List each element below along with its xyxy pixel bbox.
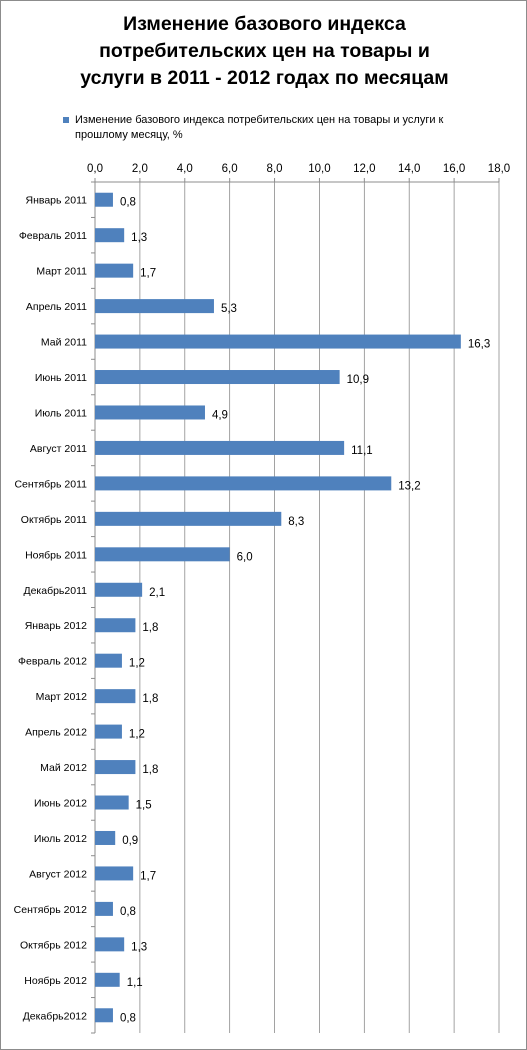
category-label: Июнь 2011 bbox=[35, 372, 87, 384]
bar bbox=[95, 724, 122, 739]
bar bbox=[95, 618, 136, 633]
data-label: 1,8 bbox=[142, 622, 158, 634]
category-label: Август 2012 bbox=[29, 868, 87, 880]
bar bbox=[95, 299, 214, 314]
chart-title-line: услуги в 2011 - 2012 годах по месяцам bbox=[80, 67, 449, 89]
data-label: 1,3 bbox=[131, 232, 147, 244]
category-label: Декабрь2011 bbox=[23, 585, 87, 597]
data-label: 4,9 bbox=[212, 409, 228, 421]
x-tick-label: 16,0 bbox=[443, 163, 465, 175]
chart-title: Изменение базового индекса потребительск… bbox=[11, 11, 518, 92]
data-label: 10,9 bbox=[347, 374, 369, 386]
category-label: Февраль 2011 bbox=[19, 230, 87, 242]
data-label: 2,1 bbox=[149, 587, 165, 599]
data-label: 0,8 bbox=[120, 1012, 136, 1024]
category-label: Март 2011 bbox=[36, 266, 87, 278]
category-label: Октябрь 2012 bbox=[20, 939, 87, 951]
bar bbox=[95, 582, 143, 597]
data-label: 0,8 bbox=[120, 197, 136, 209]
bar bbox=[95, 263, 134, 278]
data-label: 1,7 bbox=[140, 268, 156, 280]
bar bbox=[95, 937, 125, 952]
data-label: 1,3 bbox=[131, 941, 147, 953]
data-label: 1,5 bbox=[136, 800, 152, 812]
category-label: Ноябрь 2012 bbox=[24, 975, 87, 987]
data-label: 1,1 bbox=[127, 977, 143, 989]
bar bbox=[95, 760, 136, 775]
category-label: Март 2012 bbox=[36, 691, 88, 703]
bar bbox=[95, 689, 136, 704]
bar bbox=[95, 476, 392, 491]
bar bbox=[95, 1008, 113, 1023]
x-tick-label: 8,0 bbox=[267, 163, 283, 175]
x-tick-label: 2,0 bbox=[132, 163, 148, 175]
data-label: 1,2 bbox=[129, 729, 145, 741]
chart-title-line: потребительских цен на товары и bbox=[99, 40, 430, 62]
data-label: 5,3 bbox=[221, 303, 237, 315]
bar bbox=[95, 830, 116, 845]
data-label: 0,9 bbox=[122, 835, 138, 847]
category-label: Июль 2011 bbox=[35, 407, 87, 419]
bar bbox=[95, 901, 113, 916]
bar bbox=[95, 866, 134, 881]
data-label: 6,0 bbox=[237, 551, 253, 563]
x-tick-label: 6,0 bbox=[222, 163, 238, 175]
x-tick-label: 18,0 bbox=[488, 163, 510, 175]
data-label: 1,8 bbox=[142, 764, 158, 776]
bar bbox=[95, 370, 340, 385]
bar bbox=[95, 228, 125, 243]
bar bbox=[95, 511, 282, 526]
x-tick-label: 14,0 bbox=[398, 163, 420, 175]
x-tick-label: 10,0 bbox=[308, 163, 330, 175]
category-label: Апрель 2011 bbox=[26, 301, 87, 313]
data-label: 1,8 bbox=[142, 693, 158, 705]
bar bbox=[95, 440, 345, 455]
legend-swatch bbox=[63, 117, 69, 123]
data-label: 13,2 bbox=[398, 480, 420, 492]
category-label: Сентябрь 2012 bbox=[14, 904, 87, 916]
data-label: 8,3 bbox=[288, 516, 304, 528]
category-label: Август 2011 bbox=[30, 443, 87, 455]
x-tick-label: 12,0 bbox=[353, 163, 375, 175]
legend-label: Изменение базового индекса потребительск… bbox=[75, 114, 444, 141]
chart-title-line: Изменение базового индекса bbox=[123, 13, 406, 35]
category-label: Февраль 2012 bbox=[18, 656, 87, 668]
bar bbox=[95, 334, 461, 349]
category-label: Апрель 2012 bbox=[25, 727, 87, 739]
category-label: Июнь 2012 bbox=[34, 798, 87, 810]
data-label: 16,3 bbox=[468, 339, 490, 351]
x-tick-label: 0,0 bbox=[87, 163, 103, 175]
category-label: Июль 2012 bbox=[34, 833, 87, 845]
data-label: 1,2 bbox=[129, 658, 145, 670]
x-tick-label: 4,0 bbox=[177, 163, 193, 175]
data-label: 1,7 bbox=[140, 870, 156, 882]
bar bbox=[95, 653, 122, 668]
bar bbox=[95, 547, 230, 562]
bar bbox=[95, 192, 113, 207]
data-label: 0,8 bbox=[120, 906, 136, 918]
category-label: Май 2012 bbox=[40, 762, 87, 774]
bar bbox=[95, 405, 205, 420]
category-label: Май 2011 bbox=[41, 337, 87, 349]
category-label: Октябрь 2011 bbox=[21, 514, 87, 526]
category-label: Ноябрь 2011 bbox=[25, 549, 87, 561]
data-label: 11,1 bbox=[351, 445, 373, 457]
category-label: Январь 2012 bbox=[25, 620, 87, 632]
category-label: Декабрь2012 bbox=[23, 1010, 87, 1022]
bar bbox=[95, 795, 129, 810]
bar bbox=[95, 972, 120, 987]
category-label: Январь 2011 bbox=[26, 195, 88, 207]
category-label: Сентябрь 2011 bbox=[14, 478, 87, 490]
